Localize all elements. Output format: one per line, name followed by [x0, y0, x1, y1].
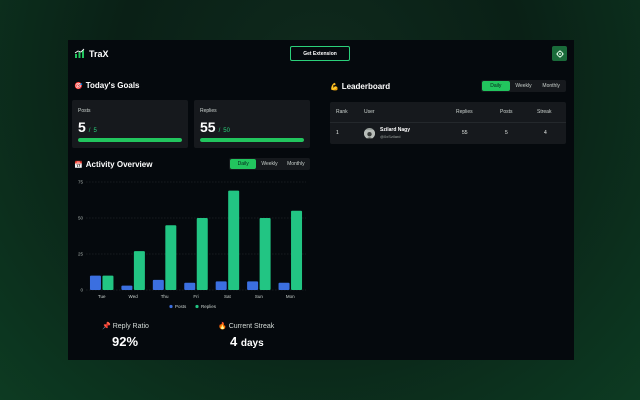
bar-posts-fri [184, 282, 196, 290]
row-posts: 5 [505, 130, 508, 136]
activity-tab-monthly[interactable]: Monthly [287, 161, 305, 167]
row-replies: 55 [462, 130, 468, 136]
x-tick-label: Sat [224, 294, 232, 299]
settings-button[interactable] [552, 46, 567, 61]
app-logo[interactable]: TraX [74, 48, 109, 59]
goal-progress-fill [78, 138, 182, 142]
activity-bar-chart: 0 25 50 75 Tue Wed Thu Fri Sat Sun Mon Posts Replies [78, 180, 306, 309]
goal-current: 55 [200, 119, 216, 135]
app-name: TraX [89, 48, 109, 59]
gear-icon [555, 49, 564, 58]
bar-replies-sun [259, 218, 271, 290]
reply-ratio-value: 92% [112, 334, 139, 349]
leaderboard-tab-weekly[interactable]: Weekly [515, 83, 532, 89]
activity-tab-daily[interactable]: Daily [230, 159, 257, 169]
bar-replies-mon [291, 210, 303, 290]
row-user-handle: @0xSzilard [380, 134, 401, 139]
target-icon: 🎯 [74, 82, 83, 90]
leaderboard-table: Rank User Replies Posts Streak 1 Szilard… [330, 102, 566, 144]
y-tick-label: 0 [80, 288, 83, 293]
bar-posts-tue [89, 275, 101, 290]
column-header-user: User [364, 109, 375, 115]
bar-replies-wed [133, 251, 145, 290]
goal-progress-bar [78, 138, 182, 142]
x-tick-label: Wed [129, 294, 139, 299]
reply-ratio-label-row: 📌 Reply Ratio [102, 322, 149, 331]
legend-dot-posts [169, 304, 173, 309]
posts-goal-card: Posts 5 / 5 [72, 100, 188, 148]
reply-ratio-label: Reply Ratio [112, 322, 149, 330]
bar-replies-thu [165, 225, 177, 290]
column-header-rank: Rank [336, 109, 348, 115]
x-tick-label: Fri [193, 294, 198, 299]
goal-progress-fill [200, 138, 304, 142]
legend-label-posts: Posts [175, 304, 187, 309]
streak-label: Current Streak [228, 322, 275, 330]
bar-posts-sun [247, 281, 259, 290]
streak-value: 4 [230, 334, 238, 349]
bar-replies-fri [196, 218, 208, 290]
leaderboard-tab-monthly[interactable]: Monthly [542, 83, 560, 89]
goal-target: 5 [93, 128, 97, 134]
column-header-replies: Replies [456, 109, 473, 115]
goal-separator: / [88, 128, 91, 134]
fire-icon: 🔥 [218, 323, 227, 330]
leaderboard-title: Leaderboard [341, 82, 391, 91]
goal-value: 55 / 50 [200, 119, 230, 135]
activity-title: Activity Overview [85, 160, 153, 169]
goal-value: 5 / 5 [78, 119, 97, 135]
column-header-posts: Posts [500, 109, 513, 115]
bar-posts-thu [152, 279, 164, 290]
y-tick-label: 75 [78, 180, 84, 185]
activity-tab-weekly[interactable]: Weekly [261, 161, 278, 167]
x-tick-label: Tue [98, 294, 106, 299]
row-rank: 1 [336, 130, 339, 136]
y-tick-label: 50 [78, 216, 84, 221]
streak-unit: days [240, 338, 264, 349]
row-user-name: Szilard Nagy [380, 127, 411, 133]
column-header-streak: Streak [537, 109, 552, 115]
x-tick-label: Mon [286, 294, 295, 299]
goal-label: Replies [200, 108, 217, 114]
y-tick-label: 25 [78, 252, 84, 257]
pin-icon: 📌 [102, 323, 111, 330]
flexed-biceps-icon: 💪 [330, 83, 339, 91]
activity-section-title: 📅 Activity Overview [74, 160, 152, 169]
app-window: TraX Get Extension 🎯 Today's Goals Posts… [68, 40, 574, 360]
leaderboard-section-title: 💪 Leaderboard [330, 82, 390, 91]
streak-label-row: 🔥 Current Streak [218, 322, 275, 331]
streak-value-row: 4 days [230, 334, 264, 349]
top-bar: TraX Get Extension [68, 40, 574, 68]
goals-title: Today's Goals [85, 81, 140, 90]
bar-replies-tue [102, 275, 114, 290]
goal-target: 50 [223, 128, 230, 134]
avatar [364, 128, 375, 139]
goal-progress-bar [200, 138, 304, 142]
goal-current: 5 [78, 119, 86, 135]
bar-posts-wed [121, 285, 133, 290]
table-row[interactable]: 1 Szilard Nagy @0xSzilard 55 5 4 [330, 122, 566, 144]
bar-posts-mon [278, 282, 290, 290]
calendar-icon: 📅 [74, 161, 83, 169]
goal-label: Posts [78, 108, 91, 114]
goal-separator: / [218, 128, 221, 134]
x-tick-label: Thu [161, 294, 169, 299]
chart-logo-icon [74, 48, 85, 58]
leaderboard-tab-daily[interactable]: Daily [482, 81, 510, 91]
user-avatar-icon [364, 130, 375, 139]
leaderboard-period-tabs: Daily Weekly Monthly [481, 80, 566, 92]
legend-dot-replies [195, 304, 199, 309]
row-streak: 4 [544, 130, 547, 136]
bar-replies-sat [228, 190, 240, 290]
legend-label-replies: Replies [201, 304, 217, 309]
bar-posts-sat [215, 281, 227, 290]
get-extension-button[interactable]: Get Extension [290, 46, 350, 61]
activity-period-tabs: Daily Weekly Monthly [229, 158, 310, 170]
goals-section-title: 🎯 Today's Goals [74, 81, 140, 90]
replies-goal-card: Replies 55 / 50 [194, 100, 310, 148]
x-tick-label: Sun [255, 294, 264, 299]
